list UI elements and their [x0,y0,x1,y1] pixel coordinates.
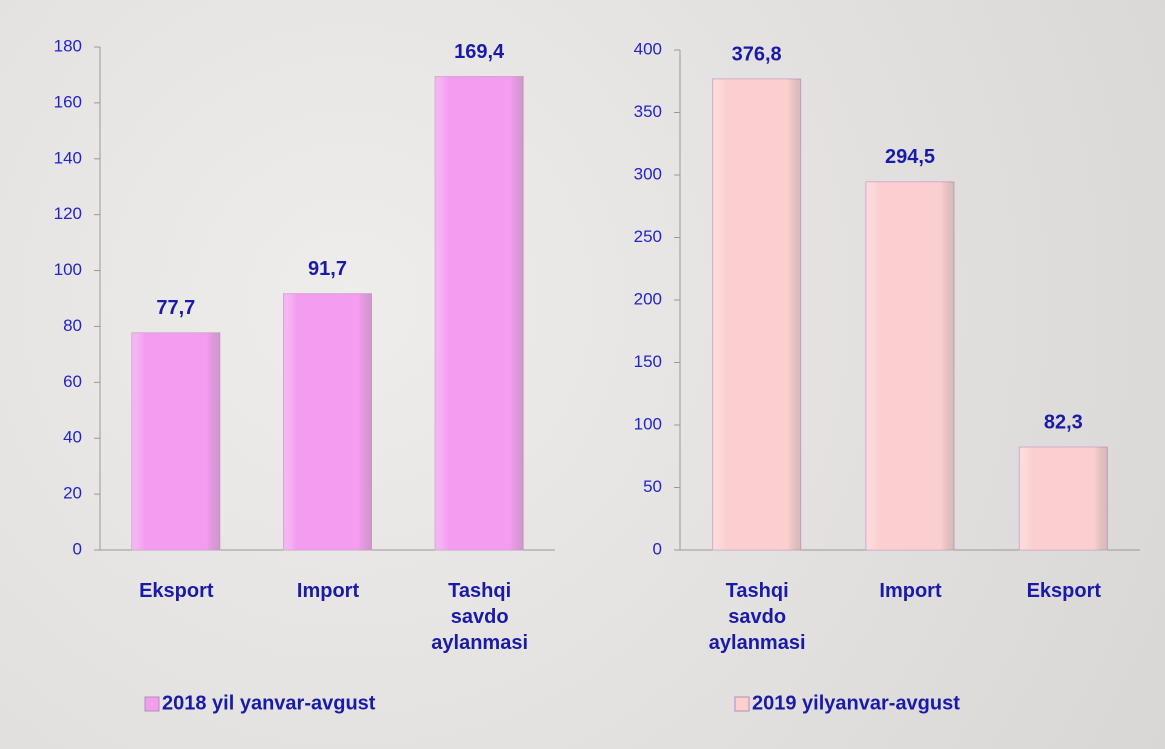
bar-shade [712,79,801,550]
y-tick-label: 120 [54,204,82,223]
y-tick-label: 200 [634,289,662,308]
legend-label: 2018 yil yanvar-avgust [162,692,376,714]
y-tick-label: 400 [634,39,662,58]
bar-shade [1019,447,1108,550]
y-tick-label: 60 [63,372,82,391]
legend-label: 2019 yilyanvar-avgust [752,692,960,714]
y-tick-label: 300 [634,164,662,183]
y-tick-label: 0 [73,539,82,558]
bar-shade [131,332,220,550]
value-label: 169,4 [454,41,505,63]
x-tick-label: Eksport [139,580,214,602]
legend-swatch [734,696,750,712]
y-tick-label: 250 [634,227,662,246]
bar-shade [435,76,524,551]
y-tick-label: 0 [653,539,662,558]
legend-swatch [144,696,160,712]
bar-shade [866,181,954,550]
value-label: 294,5 [885,146,935,168]
y-tick-label: 180 [54,36,82,55]
y-tick-label: 160 [54,92,82,111]
bar-shade [283,293,372,550]
x-tick-label: Import [296,580,360,602]
y-tick-label: 40 [63,428,82,447]
y-tick-label: 50 [643,477,662,496]
x-tick-label: Tashqi savdo aylanmasi [431,580,529,654]
y-tick-label: 350 [634,102,662,121]
x-tick-label: Tashqi savdo aylanmasi [708,580,806,654]
y-tick-label: 100 [634,414,662,433]
y-tick-label: 150 [634,352,662,371]
y-tick-label: 100 [54,260,82,279]
y-tick-label: 140 [54,148,82,167]
y-tick-label: 20 [63,484,82,503]
value-label: 91,7 [308,258,347,280]
value-label: 376,8 [732,43,782,65]
value-label: 77,7 [156,297,195,319]
value-label: 82,3 [1044,411,1083,433]
y-tick-label: 80 [63,316,82,335]
x-tick-label: Eksport [1026,580,1102,602]
x-tick-label: Import [879,580,942,602]
